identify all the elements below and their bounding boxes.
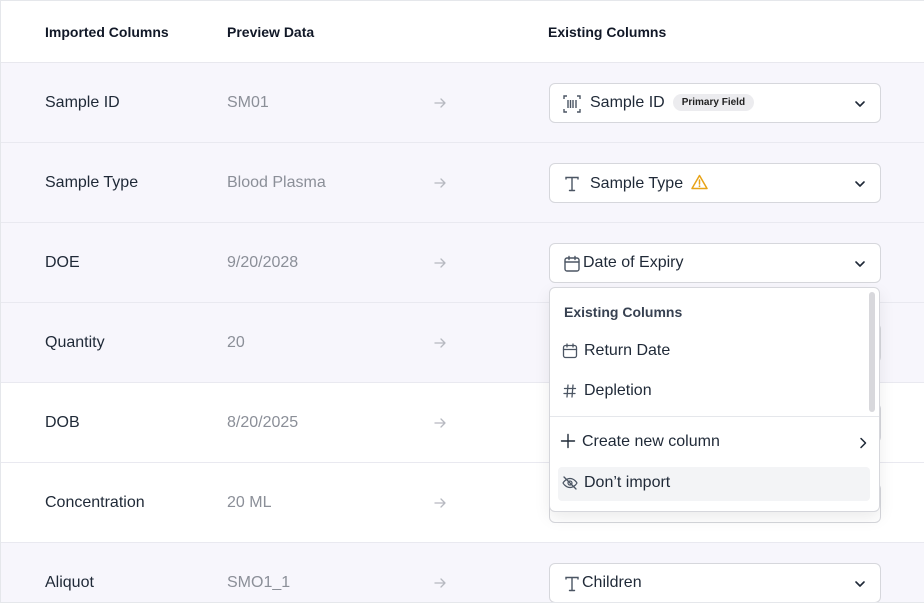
existing-column-select[interactable]: Sample Type — [549, 163, 881, 203]
selected-column-label: Date of Expiry — [583, 254, 684, 271]
dropdown-option-label: Depletion — [584, 382, 652, 399]
chevron-down-icon — [855, 181, 865, 187]
table-header: Imported Columns Preview Data Existing C… — [1, 1, 924, 63]
table-row: Aliquot SMO1_1 Children — [1, 543, 924, 602]
table-row: Sample ID SM01 Sample ID Primary Field — [1, 63, 924, 143]
chevron-down-icon — [855, 581, 865, 587]
arrow-right-icon — [434, 498, 446, 508]
plus-icon — [560, 433, 576, 449]
preview-value: 9/20/2028 — [227, 254, 299, 271]
arrow-right-icon — [434, 178, 446, 188]
dropdown-scrollbar[interactable] — [869, 292, 875, 412]
existing-column-select[interactable]: Sample ID Primary Field — [549, 83, 881, 123]
dropdown-divider — [550, 416, 879, 417]
dont-import-label: Don’t import — [584, 474, 671, 491]
existing-columns-dropdown: Existing Columns Return Date Depletion C… — [549, 287, 880, 512]
dropdown-option-label: Return Date — [584, 342, 671, 359]
barcode-icon — [563, 95, 581, 113]
create-new-column-option[interactable]: Create new column — [558, 426, 870, 460]
imported-column-name: Sample ID — [45, 94, 120, 111]
eye-off-icon — [562, 476, 578, 490]
existing-column-select[interactable]: Children — [549, 563, 881, 602]
arrow-right-icon — [434, 578, 446, 588]
header-preview-data: Preview Data — [227, 24, 315, 40]
calendar-icon — [564, 255, 580, 272]
header-existing-columns: Existing Columns — [548, 24, 667, 40]
imported-column-name: Concentration — [45, 494, 145, 511]
text-type-icon — [565, 576, 579, 592]
arrow-right-icon — [434, 418, 446, 428]
preview-value: SMO1_1 — [227, 574, 291, 591]
preview-value: 8/20/2025 — [227, 414, 299, 431]
arrow-right-icon — [434, 258, 446, 268]
hash-icon — [563, 384, 577, 398]
calendar-icon — [562, 343, 578, 359]
imported-column-name: Aliquot — [45, 574, 94, 591]
text-type-icon — [565, 176, 579, 192]
chevron-down-icon — [855, 261, 865, 267]
chevron-right-icon — [860, 437, 867, 449]
existing-column-select[interactable]: Date of Expiry — [549, 243, 881, 283]
header-imported-columns: Imported Columns — [45, 24, 169, 40]
dropdown-option-return-date[interactable]: Return Date — [550, 334, 868, 370]
dropdown-option-depletion[interactable]: Depletion — [550, 374, 868, 410]
arrow-right-icon — [434, 338, 446, 348]
selected-column-label: Sample ID — [590, 94, 665, 111]
arrow-right-icon — [434, 98, 446, 108]
dont-import-option[interactable]: Don’t import — [558, 467, 870, 501]
preview-value: Blood Plasma — [227, 174, 326, 191]
imported-column-name: DOB — [45, 414, 80, 431]
imported-column-name: Quantity — [45, 334, 105, 351]
preview-value: SM01 — [227, 94, 269, 111]
imported-column-name: DOE — [45, 254, 80, 271]
create-new-column-label: Create new column — [582, 433, 720, 450]
table-row: Sample Type Blood Plasma Sample Type — [1, 143, 924, 223]
preview-value: 20 — [227, 334, 245, 351]
primary-field-badge: Primary Field — [672, 94, 755, 111]
selected-column-label: Children — [582, 574, 642, 591]
table-row: DOE 9/20/2028 Date of Expiry — [1, 223, 924, 303]
preview-value: 20 ML — [227, 494, 272, 511]
selected-column-label: Sample Type — [590, 175, 684, 192]
imported-column-name: Sample Type — [45, 174, 139, 191]
warning-icon — [691, 174, 708, 190]
dropdown-section-header: Existing Columns — [564, 304, 683, 320]
chevron-down-icon — [855, 101, 865, 107]
